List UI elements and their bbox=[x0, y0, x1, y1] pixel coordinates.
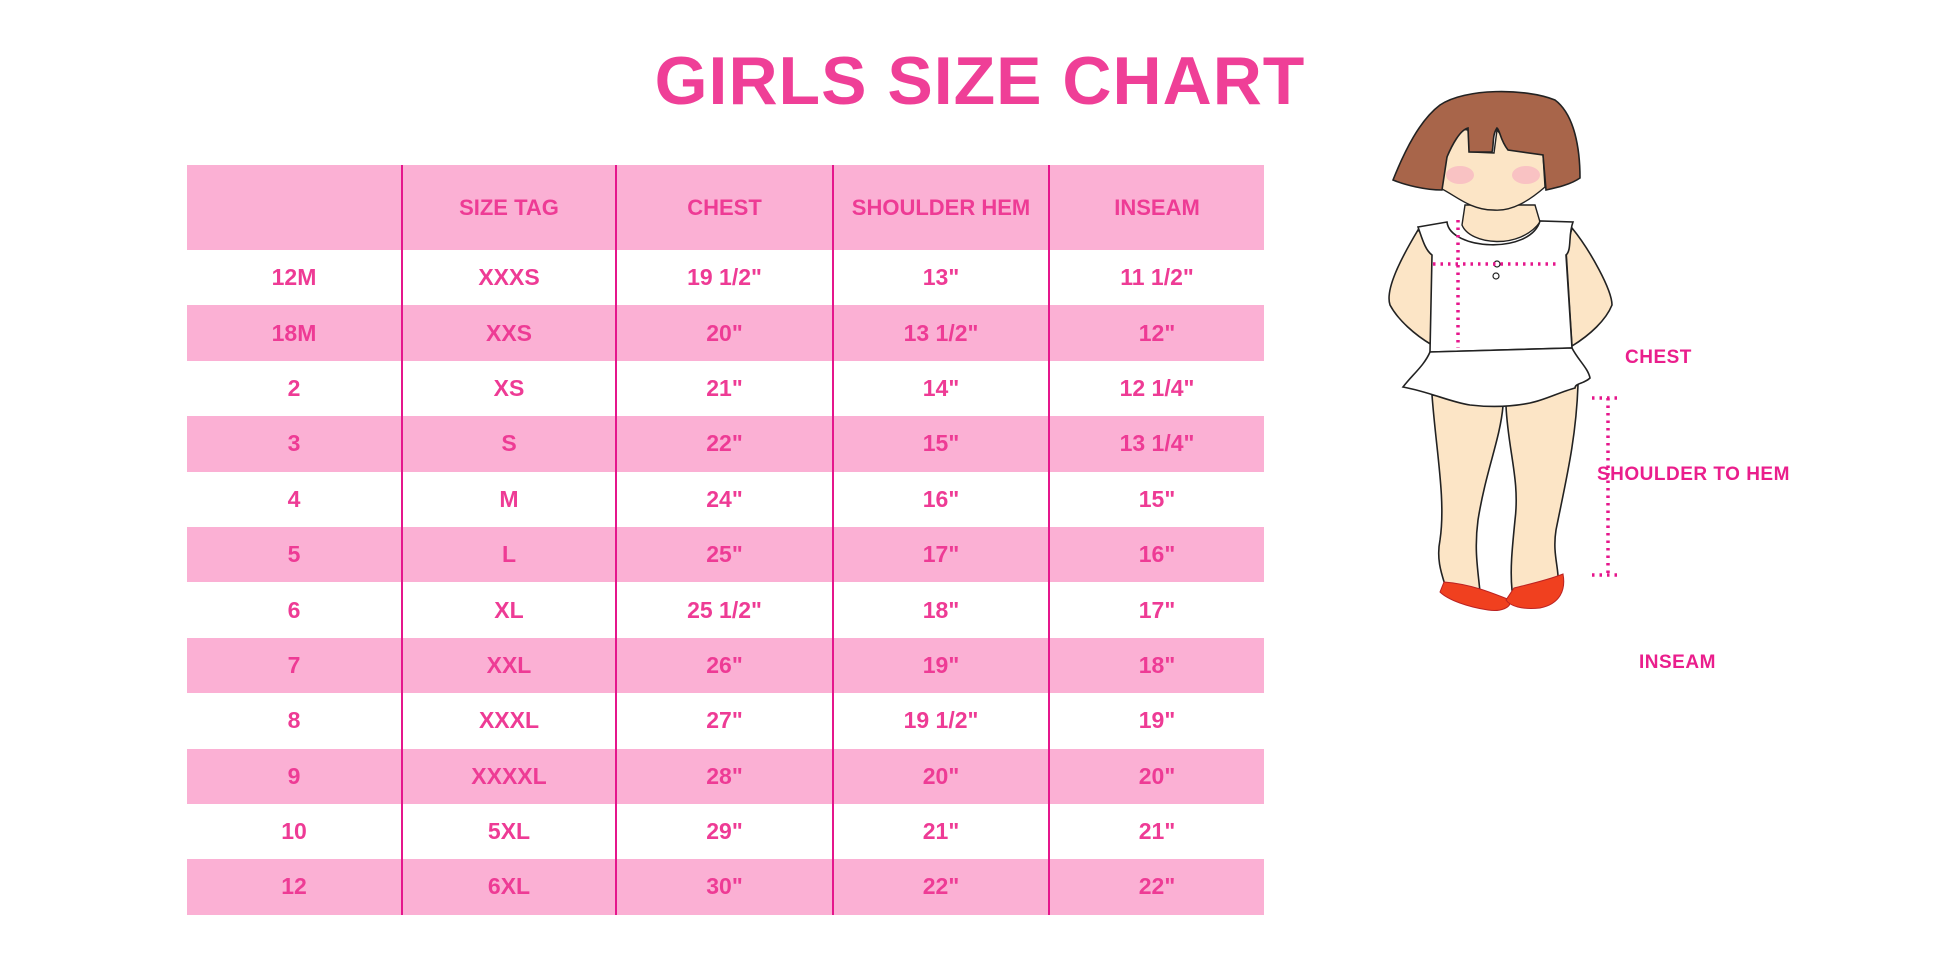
table-cell: 14" bbox=[832, 360, 1049, 417]
table-row: 4 M 24" 16" 15" bbox=[187, 471, 1264, 527]
table-cell: 17" bbox=[832, 526, 1049, 583]
table-cell: 5 bbox=[187, 526, 402, 583]
table-cell: 12" bbox=[1048, 305, 1264, 361]
table-cell: 4 bbox=[287, 485, 301, 512]
table-row: 6 XL 25 1/2" 18" 17" bbox=[187, 582, 1264, 638]
table-cell: 22" bbox=[615, 416, 833, 472]
table-cell: 10 bbox=[281, 818, 307, 845]
table-cell: 12M bbox=[271, 264, 317, 291]
table-cell: S bbox=[401, 416, 616, 472]
skirt-ruffle bbox=[1401, 347, 1591, 408]
table-cell: 6XL bbox=[401, 859, 616, 915]
table-cell: 13" bbox=[832, 250, 1049, 306]
table-cell: XXXS bbox=[401, 250, 616, 306]
table-cell: L bbox=[401, 526, 616, 583]
table-cell: 15" bbox=[832, 416, 1049, 472]
table-cell: 17" bbox=[1048, 582, 1264, 638]
table-cell: XXS bbox=[401, 305, 616, 361]
table-cell: 15" bbox=[1048, 471, 1264, 527]
table-cell: 22" bbox=[832, 859, 1049, 915]
table-cell: 21" bbox=[832, 803, 1049, 860]
table-cell: 19" bbox=[1048, 693, 1264, 749]
measurement-lines bbox=[1433, 220, 1618, 577]
table-row: 7 XXL 26" 19" 18" bbox=[187, 637, 1264, 694]
table-row: 10 5XL 29" 21" 21" bbox=[187, 803, 1264, 860]
table-cell: 28" bbox=[615, 748, 833, 804]
table-cell: XXL bbox=[401, 637, 616, 694]
table-cell: 3 bbox=[187, 416, 402, 472]
table-cell: 29" bbox=[615, 803, 833, 860]
hair bbox=[1391, 90, 1581, 191]
column-header: SHOULDER HEM bbox=[832, 165, 1049, 250]
table-cell: 5XL bbox=[401, 803, 616, 860]
table-cell: 20" bbox=[1048, 748, 1264, 804]
table-row: 12 6XL 30" 22" 22" bbox=[187, 859, 1264, 915]
table-row: 8 XXXL 27" 19 1/2" 19" bbox=[187, 693, 1264, 749]
table-row: 9 XXXXL 28" 20" 20" bbox=[187, 748, 1264, 804]
table-cell: XS bbox=[401, 360, 616, 417]
table-cell: 6 bbox=[287, 596, 301, 623]
table-cell: 8 bbox=[287, 707, 301, 734]
table-cell: 12 bbox=[187, 859, 402, 915]
table-cell: 19 1/2" bbox=[832, 693, 1049, 749]
table-cell: 18" bbox=[832, 582, 1049, 638]
table-cell: 9 bbox=[187, 748, 402, 804]
table-header-row: SIZE TAG CHEST SHOULDER HEM INSEAM bbox=[187, 165, 1264, 250]
table-cell: 18" bbox=[1048, 637, 1264, 694]
table-cell: 16" bbox=[1048, 526, 1264, 583]
table-cell: 21" bbox=[615, 360, 833, 417]
table-cell: 25 1/2" bbox=[615, 582, 833, 638]
table-cell: 22" bbox=[1048, 859, 1264, 915]
table-cell: 7 bbox=[187, 637, 402, 694]
table-cell: 19" bbox=[832, 637, 1049, 694]
table-row: 5 L 25" 17" 16" bbox=[187, 526, 1264, 583]
table-cell: XXXL bbox=[401, 693, 616, 749]
table-cell: 21" bbox=[1048, 803, 1264, 860]
table-cell: XXXXL bbox=[401, 748, 616, 804]
table-cell: 20" bbox=[615, 305, 833, 361]
table-cell: 11 1/2" bbox=[1048, 250, 1264, 306]
table-row: 3 S 22" 15" 13 1/4" bbox=[187, 416, 1264, 472]
column-header bbox=[187, 165, 402, 250]
table-cell: 20" bbox=[832, 748, 1049, 804]
column-header: SIZE TAG bbox=[401, 165, 616, 250]
table-cell: XL bbox=[401, 582, 616, 638]
chest-label: CHEST bbox=[1625, 347, 1692, 368]
table-cell: 2 bbox=[287, 374, 301, 401]
table-cell: 30" bbox=[615, 859, 833, 915]
table-cell: M bbox=[401, 471, 616, 527]
shoulder-to-hem-label: SHOULDER TO HEM bbox=[1597, 464, 1790, 485]
table-cell: 13 1/4" bbox=[1048, 416, 1264, 472]
table-row: 12M XXXS 19 1/2" 13" 11 1/2" bbox=[187, 250, 1264, 306]
table-cell: 16" bbox=[832, 471, 1049, 527]
size-chart-table: SIZE TAG CHEST SHOULDER HEM INSEAM 12M XXXS 1… bbox=[187, 165, 1264, 915]
table-cell: 24" bbox=[615, 471, 833, 527]
shoes bbox=[1439, 573, 1565, 611]
column-header: INSEAM bbox=[1048, 165, 1264, 250]
table-row: 18M XXS 20" 13 1/2" 12" bbox=[187, 305, 1264, 361]
table-cell: 12 1/4" bbox=[1048, 360, 1264, 417]
table-cell: 25" bbox=[615, 526, 833, 583]
table-cell: 18M bbox=[187, 305, 402, 361]
table-cell: 27" bbox=[615, 693, 833, 749]
page-title: GIRLS SIZE CHART bbox=[654, 43, 1306, 119]
table-cell: 13 1/2" bbox=[832, 305, 1049, 361]
table-cell: 26" bbox=[615, 637, 833, 694]
table-cell: 19 1/2" bbox=[615, 250, 833, 306]
arms bbox=[1388, 226, 1613, 348]
table-row: 2 XS 21" 14" 12 1/4" bbox=[187, 360, 1264, 417]
column-header: CHEST bbox=[615, 165, 833, 250]
inseam-label: INSEAM bbox=[1639, 652, 1716, 673]
legs bbox=[1431, 383, 1579, 593]
